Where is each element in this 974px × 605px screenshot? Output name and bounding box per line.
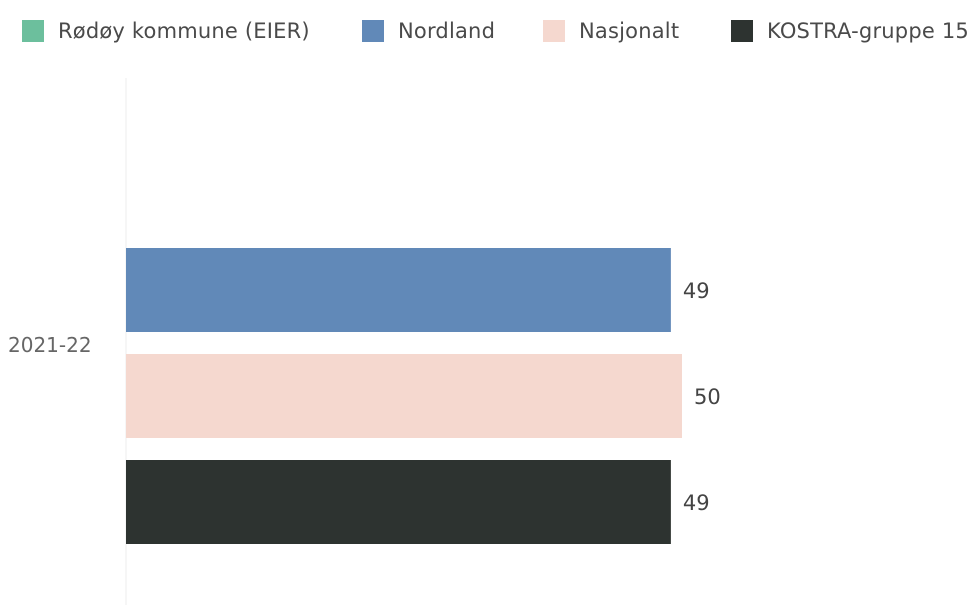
legend-swatch-rodoy [22, 20, 44, 42]
legend-item-nordland[interactable]: Nordland [362, 14, 495, 48]
bar-nasjonalt[interactable] [126, 354, 682, 438]
legend-swatch-nasjonalt [543, 20, 565, 42]
legend-item-nasjonalt[interactable]: Nasjonalt [543, 14, 679, 48]
bar-nordland[interactable] [126, 248, 671, 332]
value-label: 50 [694, 385, 721, 409]
legend-label-kostra: KOSTRA-gruppe 15 [767, 19, 969, 43]
bar-kostra-gruppe-15[interactable] [126, 460, 671, 544]
value-label: 49 [683, 491, 710, 515]
legend-item-kostra[interactable]: KOSTRA-gruppe 15 [731, 14, 969, 48]
value-label: 49 [683, 279, 710, 303]
legend-label-nasjonalt: Nasjonalt [579, 19, 680, 43]
legend-swatch-kostra [731, 20, 753, 42]
legend-item-rodoy[interactable]: Rødøy kommune (EIER) [22, 14, 310, 48]
legend-label-rodoy: Rødøy kommune (EIER) [58, 19, 310, 43]
category-label: 2021-22 [8, 333, 92, 357]
chart-legend: Rødøy kommune (EIER) Nordland Nasjonalt … [0, 14, 974, 48]
legend-label-nordland: Nordland [398, 19, 496, 43]
legend-swatch-nordland [362, 20, 384, 42]
